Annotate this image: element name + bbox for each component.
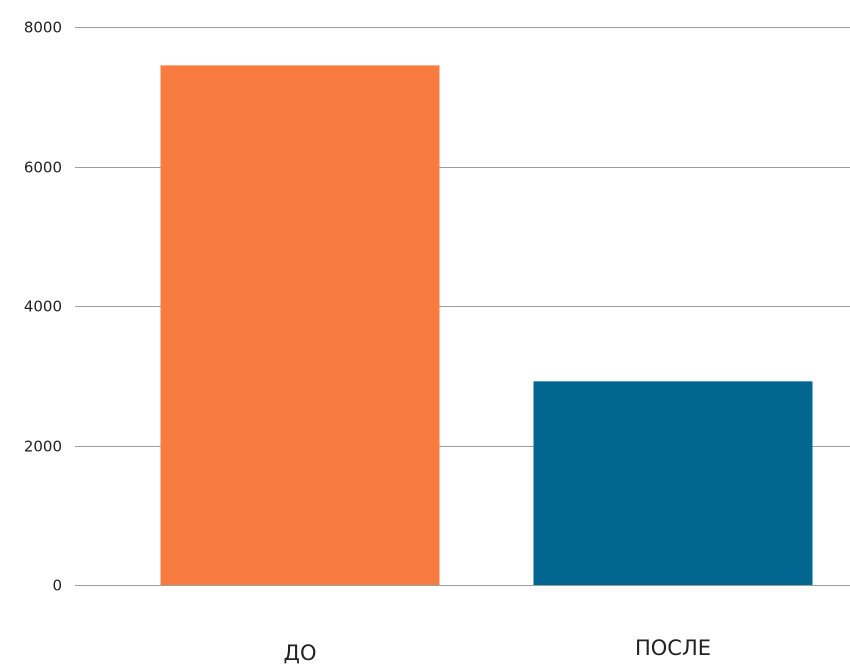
bar-2 (533, 381, 813, 585)
y-tick-label: 2000 (24, 438, 62, 456)
y-axis-ticks: 0 2000 4000 6000 8000 (24, 19, 62, 595)
x-axis-labels: ДО ПОСЛЕ (284, 636, 711, 664)
bars (160, 65, 813, 586)
x-category-label: ДО (284, 641, 317, 664)
bar-1 (160, 65, 440, 586)
y-tick-label: 6000 (24, 159, 62, 177)
y-tick-label: 0 (52, 577, 62, 595)
y-tick-label: 8000 (24, 19, 62, 37)
y-tick-label: 4000 (24, 298, 62, 316)
x-category-label: ПОСЛЕ (635, 636, 711, 660)
